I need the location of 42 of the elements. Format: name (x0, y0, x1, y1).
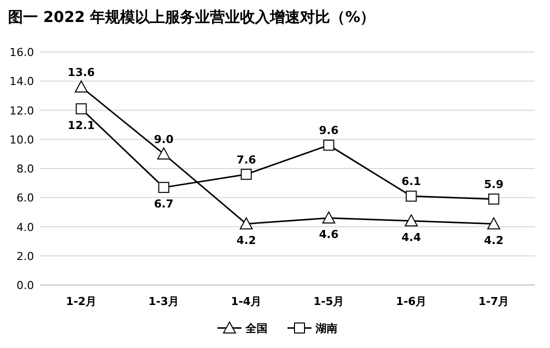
data-label: 9.6 (319, 124, 339, 138)
legend-label: 全国 (244, 322, 268, 335)
point (488, 194, 500, 205)
data-label: 4.2 (484, 234, 504, 247)
point (158, 182, 170, 193)
y-tick-label: 4.0 (16, 220, 34, 234)
data-label: 13.6 (68, 66, 96, 79)
data-label: 4.6 (319, 228, 339, 242)
point (240, 168, 252, 180)
data-label: 6.1 (402, 175, 421, 188)
y-tick-label: 8.0 (16, 162, 34, 176)
y-tick-label: 12.0 (10, 104, 34, 118)
data-label: 9.0 (154, 132, 174, 146)
point (240, 217, 253, 230)
data-label: 7.6 (236, 153, 256, 166)
data-label: 6.7 (154, 197, 174, 210)
point (406, 190, 417, 202)
x-tick-label: 1-2月 (66, 295, 97, 308)
point (323, 140, 334, 151)
y-tick-label: 16.0 (10, 46, 34, 59)
data-label: 4.4 (402, 230, 422, 244)
x-tick-label: 1-3月 (148, 295, 180, 308)
y-tick-label: 10.0 (10, 133, 34, 146)
point (76, 103, 87, 114)
y-tick-label: 14.0 (10, 75, 34, 88)
x-tick-label: 1-6月 (396, 295, 427, 308)
data-label: 12.1 (68, 118, 95, 132)
x-tick-label: 1-7月 (478, 295, 510, 308)
legend-label: 湖南 (314, 322, 338, 335)
y-tick-label: 6.0 (16, 192, 34, 205)
point (157, 147, 170, 160)
point (487, 217, 500, 230)
point (404, 214, 418, 226)
x-tick-label: 1-4月 (230, 295, 262, 308)
y-tick-label: 2.0 (16, 250, 34, 263)
y-tick-label: 0.0 (16, 279, 34, 292)
point (322, 212, 336, 224)
point (74, 80, 88, 92)
data-label: 4.2 (236, 234, 256, 247)
chart-title: 图一 2022 年规模以上服务业营业收入增速对比（%） (8, 8, 376, 26)
x-tick-label: 1-5月 (313, 295, 344, 308)
data-label: 5.9 (484, 178, 504, 192)
